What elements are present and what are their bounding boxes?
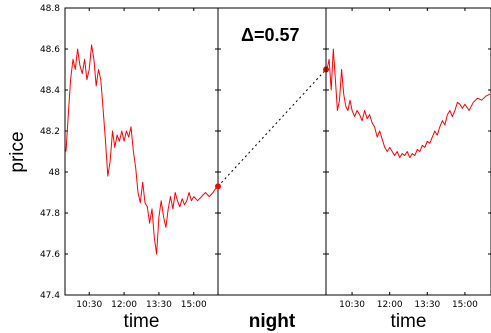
price-series-line [65,44,218,255]
x-axis-label: time [391,311,427,332]
x-tick-label: 15:00 [181,300,207,310]
x-tick-label: 13:30 [146,300,172,310]
x-axis-label: night [249,311,296,332]
y-axis: 47.4 47.6 47.8 48 48.2 48.4 48.6 48.8 [40,4,60,301]
y-tick-label: 48.4 [40,86,60,96]
panel-day2: time 10:30 12:00 13:30 15:00 [325,7,491,332]
x-tick-label: 10:30 [339,300,365,310]
price-series-line [326,48,491,159]
y-tick-label: 47.8 [40,209,60,219]
panel-frame [64,7,219,296]
x-tick-label: 15:00 [452,300,478,310]
x-axis-label: time [124,311,160,332]
y-tick-label: 47.4 [40,291,60,301]
panel-day1: time 10:30 12:00 13:30 15:00 [64,7,219,332]
chart-panels: time 10:30 12:00 13:30 15:00 night time 10:30 12… [64,7,491,332]
panel-frame [325,7,491,296]
close-price-point [215,183,221,190]
y-tick-label: 48.2 [40,127,60,137]
y-tick-label: 48.8 [40,4,60,14]
y-axis-label: price [7,131,28,172]
panel-overnight: night [215,7,329,332]
x-tick-label: 12:00 [377,300,403,310]
overnight-gap-line [217,69,327,187]
x-tick-label: 10:30 [76,300,102,310]
y-tick-label: 48 [49,168,61,178]
y-tick-label: 47.6 [40,250,60,260]
y-tick-label: 48.6 [40,45,60,55]
delta-annotation: Δ=0.57 [241,25,299,45]
x-tick-label: 13:30 [414,300,440,310]
x-tick-label: 12:00 [111,300,137,310]
panel-frame [217,7,327,296]
